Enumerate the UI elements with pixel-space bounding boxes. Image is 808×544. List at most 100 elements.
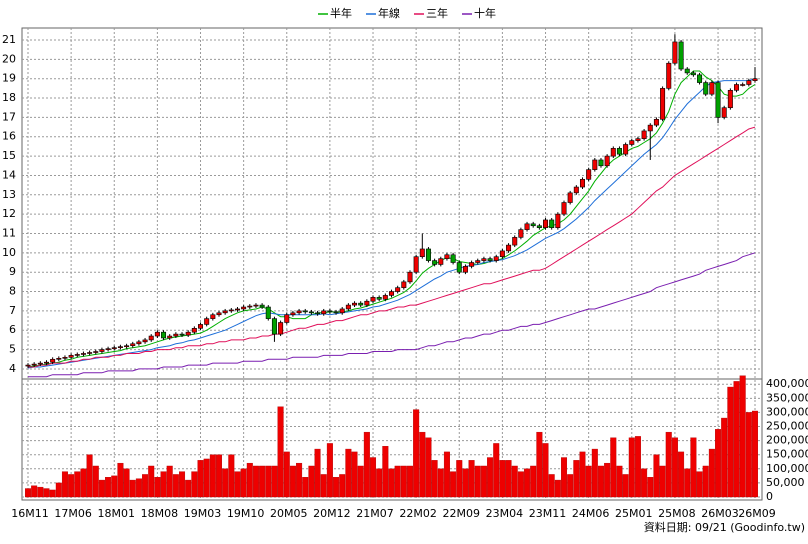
volume-bar bbox=[271, 465, 278, 498]
candle-body bbox=[629, 140, 635, 145]
candle-body bbox=[37, 362, 43, 365]
y2-tick-label: 400,000 bbox=[766, 377, 808, 390]
volume-bar bbox=[480, 465, 487, 498]
candle-body bbox=[672, 41, 678, 64]
volume-bar bbox=[326, 443, 333, 498]
volume-bar bbox=[591, 448, 598, 498]
volume-bar bbox=[610, 437, 617, 498]
volume-bar bbox=[493, 443, 500, 498]
candle-body bbox=[382, 295, 388, 300]
candle-body bbox=[31, 363, 37, 366]
legend-label: 三年 bbox=[426, 6, 448, 20]
volume-bar bbox=[499, 460, 506, 498]
candle-body bbox=[302, 310, 308, 313]
volume-bar bbox=[166, 465, 173, 498]
candle-body bbox=[290, 312, 296, 316]
candle-body bbox=[475, 260, 481, 263]
x-tick-label: 20M05 bbox=[270, 507, 308, 520]
candle-body bbox=[604, 155, 610, 167]
volume-bar bbox=[653, 454, 660, 498]
volume-bar bbox=[554, 479, 561, 498]
candle-body bbox=[690, 72, 696, 76]
candle-body bbox=[136, 341, 142, 345]
volume-bar bbox=[259, 465, 266, 498]
x-tick-label: 23M11 bbox=[529, 507, 567, 520]
candle-body bbox=[524, 223, 530, 230]
x-tick-label: 25M01 bbox=[615, 507, 653, 520]
candle-body bbox=[579, 179, 585, 188]
volume-bar bbox=[739, 375, 746, 498]
y2-tick-label: 0 bbox=[766, 490, 773, 503]
candle-body bbox=[641, 130, 647, 139]
volume-bar bbox=[135, 478, 142, 498]
volume-bar bbox=[363, 431, 370, 498]
volume-bar bbox=[154, 477, 161, 498]
volume-bar bbox=[376, 468, 383, 498]
legend-label: 年線 bbox=[378, 6, 400, 20]
candle-body bbox=[647, 124, 653, 132]
y-tick-label: 12 bbox=[2, 207, 16, 220]
candle-body bbox=[370, 297, 376, 302]
volume-bar bbox=[117, 462, 124, 498]
candle-body bbox=[179, 333, 185, 336]
candle-body bbox=[721, 107, 727, 118]
candle-body bbox=[87, 352, 93, 354]
volume-bar bbox=[413, 409, 420, 498]
candle-body bbox=[481, 258, 487, 261]
y-tick-label: 10 bbox=[2, 246, 16, 259]
candle-body bbox=[512, 237, 518, 246]
candle-body bbox=[660, 88, 666, 120]
volume-bar bbox=[129, 479, 136, 498]
volume-bar bbox=[548, 474, 555, 498]
candle-body bbox=[536, 225, 542, 228]
volume-bar bbox=[708, 448, 715, 498]
volume-bar bbox=[406, 465, 413, 498]
volume-bar bbox=[727, 386, 734, 498]
x-tick-label: 20M12 bbox=[313, 507, 351, 520]
volume-bar bbox=[55, 482, 62, 498]
candle-body bbox=[352, 302, 358, 306]
y2-tick-label: 200,000 bbox=[766, 434, 808, 447]
candle-body bbox=[105, 348, 111, 350]
volume-bar bbox=[308, 465, 315, 498]
candle-body bbox=[425, 248, 431, 261]
candle-body bbox=[222, 310, 228, 314]
candle-body bbox=[752, 78, 758, 81]
volume-bar bbox=[567, 474, 574, 498]
candle-body bbox=[241, 306, 247, 310]
candle-body bbox=[610, 148, 616, 157]
y-tick-label: 19 bbox=[2, 72, 16, 85]
candle-body bbox=[432, 260, 438, 265]
candle-body bbox=[499, 250, 505, 258]
volume-bar bbox=[203, 458, 210, 498]
volume-bar bbox=[474, 465, 481, 498]
volume-bar bbox=[462, 468, 469, 498]
x-tick-label: 21M07 bbox=[356, 507, 394, 520]
candle-body bbox=[444, 254, 450, 259]
legend-label: 半年 bbox=[330, 6, 352, 20]
candle-body bbox=[142, 339, 148, 343]
candle-body bbox=[204, 318, 210, 325]
volume-bar bbox=[647, 477, 654, 498]
candle-body bbox=[308, 311, 314, 314]
candle-body bbox=[99, 349, 105, 352]
x-tick-label: 18M01 bbox=[98, 507, 136, 520]
volume-bar bbox=[659, 465, 666, 498]
y-tick-label: 5 bbox=[9, 343, 16, 356]
candle-body bbox=[506, 244, 512, 252]
candle-body bbox=[278, 322, 284, 335]
volume-bar bbox=[185, 479, 192, 498]
ma-line bbox=[27, 78, 756, 369]
volume-bar bbox=[25, 488, 32, 498]
candle-body bbox=[653, 119, 659, 126]
candle-body bbox=[43, 361, 49, 364]
candle-body bbox=[697, 74, 703, 83]
candle-body bbox=[253, 304, 259, 307]
candle-body bbox=[345, 304, 351, 310]
candle-body bbox=[635, 138, 641, 141]
volume-bar bbox=[579, 451, 586, 498]
volume-bar bbox=[641, 468, 648, 498]
candle-body bbox=[703, 82, 709, 95]
volume-bar bbox=[302, 477, 309, 498]
volume-bar bbox=[252, 465, 259, 498]
